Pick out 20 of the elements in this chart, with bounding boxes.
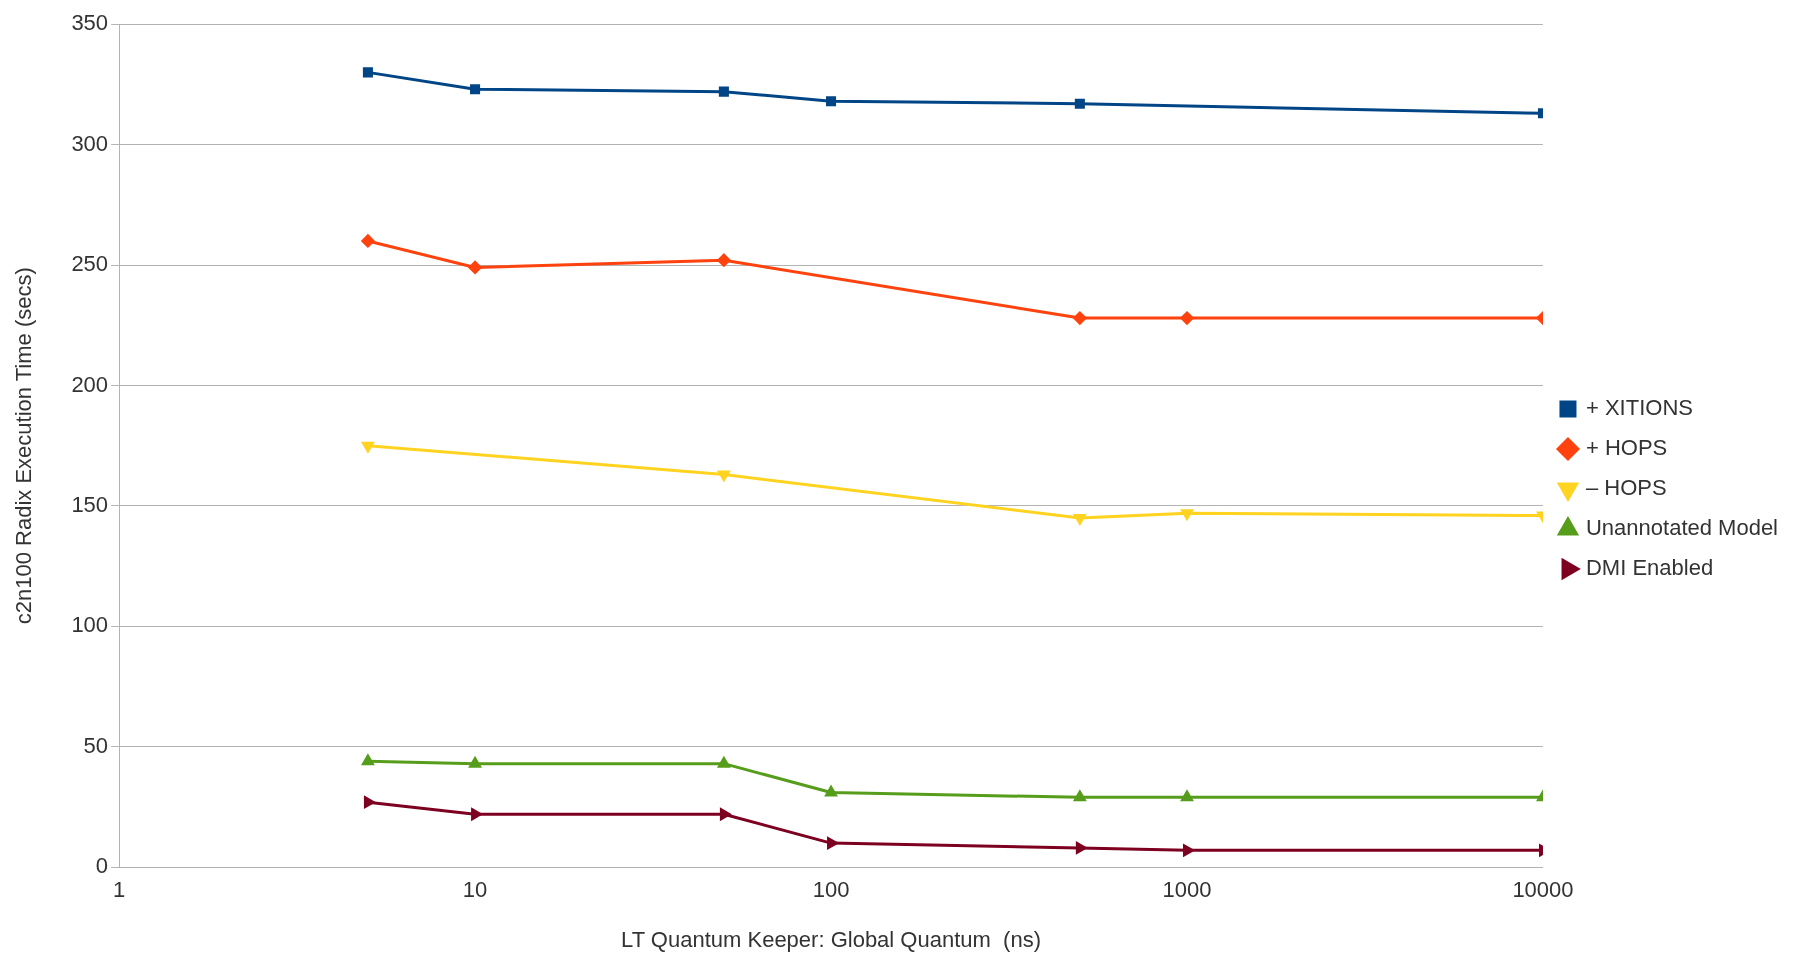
x-tick-label: 10000 — [1512, 877, 1574, 903]
x-tick-label: 100 — [812, 877, 850, 903]
y-tick-label: 300 — [71, 130, 109, 156]
y-axis-title: c2n100 Radix Execution Time (secs) — [11, 267, 37, 625]
legend-label: Unannotated Model — [1585, 515, 1778, 541]
legend-label: + HOPS — [1585, 435, 1668, 461]
y-tick-label: 200 — [71, 371, 109, 397]
y-tick-label: 250 — [71, 251, 109, 277]
y-tick-label: 100 — [71, 612, 109, 638]
x-axis-title: LT Quantum Keeper: Global Quantum (ns) — [621, 926, 1041, 952]
y-tick-label: 350 — [71, 10, 109, 36]
y-tick-label: 150 — [71, 491, 109, 517]
x-tick-label: 1000 — [1162, 877, 1212, 903]
x-tick-label: 10 — [462, 877, 488, 903]
legend-label: – HOPS — [1585, 475, 1667, 501]
y-tick-label: 0 — [95, 853, 109, 879]
x-tick-label: 1 — [112, 877, 126, 903]
legend-label: DMI Enabled — [1585, 555, 1714, 581]
y-tick-label: 50 — [83, 732, 109, 758]
legend-label: + XITIONS — [1585, 395, 1693, 421]
